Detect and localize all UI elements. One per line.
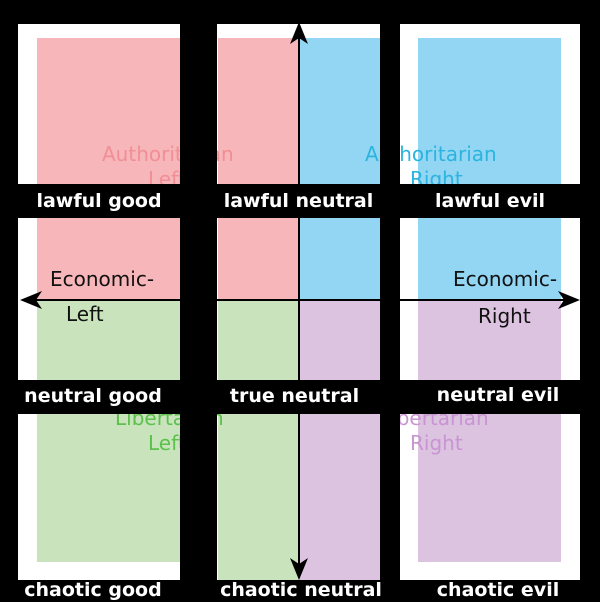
caption-lawful-good: lawful good bbox=[36, 190, 162, 212]
econ-right-label-line2: Right bbox=[478, 304, 531, 328]
vertical-axis bbox=[298, 30, 300, 570]
auth-right-fill-4 bbox=[418, 218, 561, 300]
auth-right-fill-2 bbox=[418, 38, 561, 184]
lib-right-fill-1 bbox=[299, 300, 380, 380]
lib-left-fill-2 bbox=[218, 300, 299, 380]
econ-left-label-line2: Left bbox=[66, 302, 104, 326]
econ-left-label-line1: Economic- bbox=[50, 267, 155, 291]
caption-lawful-neutral: lawful neutral bbox=[223, 190, 374, 212]
lib-right-fill-2 bbox=[418, 300, 561, 380]
left-arrow-icon bbox=[20, 291, 42, 309]
caption-lawful-evil: lawful evil bbox=[434, 190, 546, 212]
auth-left-fill-2 bbox=[218, 38, 299, 184]
caption-chaotic-neutral: chaotic neutral bbox=[220, 579, 382, 601]
lib-right-fill-4 bbox=[418, 414, 561, 562]
caption-true-neutral: true neutral bbox=[229, 385, 360, 407]
down-arrow-icon bbox=[290, 558, 308, 580]
lib-right-fill-3 bbox=[299, 414, 380, 580]
caption-neutral-evil: neutral evil bbox=[436, 384, 560, 406]
lib-left-fill-3 bbox=[37, 414, 180, 562]
econ-right-label-line1: Economic- bbox=[453, 267, 558, 291]
auth-left-fill-4 bbox=[218, 218, 299, 300]
up-arrow-icon bbox=[290, 22, 308, 44]
auth-left-fill-1 bbox=[37, 38, 180, 184]
lib-left-fill-4 bbox=[218, 414, 299, 580]
caption-chaotic-evil: chaotic evil bbox=[436, 579, 560, 601]
lib-left-label-line2: Left bbox=[148, 431, 186, 455]
lib-right-label-line2: Right bbox=[410, 431, 463, 455]
auth-right-fill-1 bbox=[299, 38, 380, 184]
lib-left-fill-1 bbox=[37, 300, 180, 380]
horizontal-axis bbox=[30, 299, 570, 301]
right-arrow-icon bbox=[558, 291, 580, 309]
caption-chaotic-good: chaotic good bbox=[24, 579, 162, 601]
caption-neutral-good: neutral good bbox=[24, 385, 162, 407]
auth-left-fill-3 bbox=[37, 218, 180, 300]
auth-right-fill-3 bbox=[299, 218, 380, 300]
